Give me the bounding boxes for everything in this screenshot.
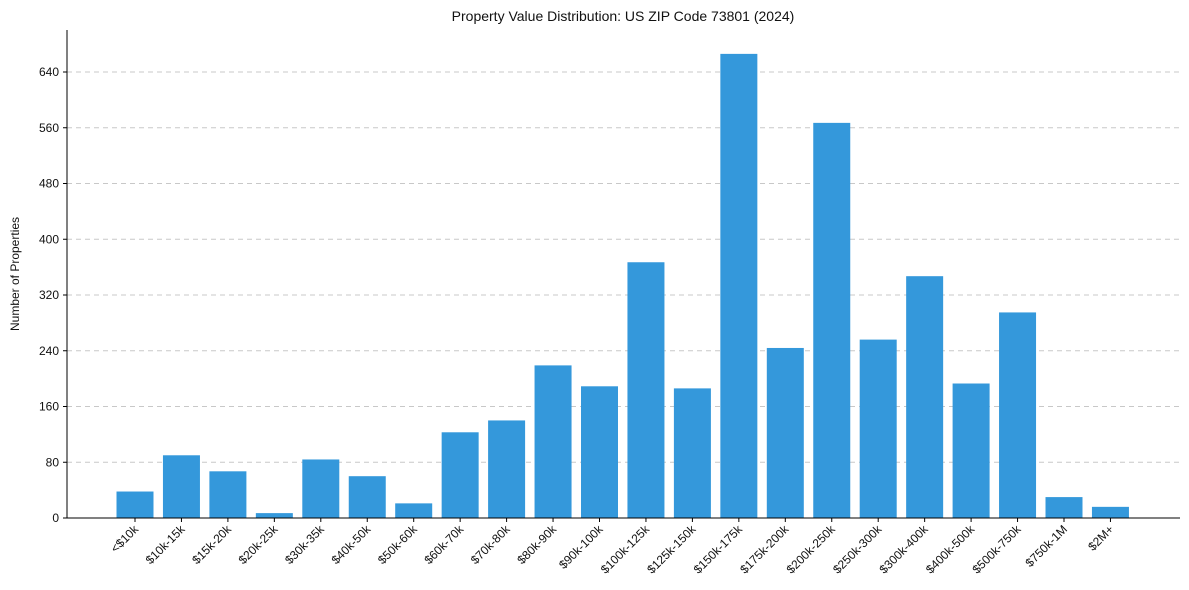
- x-tick-label: $60k-70k: [421, 522, 467, 568]
- x-tick-label: $50k-60k: [375, 522, 421, 568]
- x-ticks: <$10k $10k-15k $15k-20k $20k-25k $30k-35k $40…: [108, 518, 1117, 576]
- x-tick-label: $150k-175k: [691, 522, 746, 577]
- bar: [673, 388, 711, 518]
- x-tick-label: $20k-25k: [236, 522, 282, 568]
- x-tick-label: $125k-150k: [644, 522, 699, 577]
- y-axis-label: Number of Properties: [8, 217, 22, 331]
- x-tick-label: $40k-50k: [329, 522, 375, 568]
- x-tick-label: $10k-15k: [143, 522, 189, 568]
- bar: [348, 476, 386, 518]
- y-tick-label: 0: [52, 511, 59, 525]
- x-tick-label: $30k-35k: [282, 522, 328, 568]
- y-tick-label: 320: [39, 288, 59, 302]
- y-ticks: 0 80 160 240 320 400 480 560 640: [39, 65, 67, 525]
- y-tick-label: 560: [39, 121, 59, 135]
- x-tick-label: $250k-300k: [830, 522, 885, 577]
- x-tick-label: $500k-750k: [969, 522, 1024, 577]
- bar: [813, 122, 851, 518]
- bar: [255, 513, 293, 518]
- y-tick-label: 640: [39, 65, 59, 79]
- bar: [581, 386, 618, 518]
- bar: [395, 503, 433, 518]
- axes: [66, 30, 1180, 519]
- x-tick-label: $300k-400k: [877, 522, 932, 577]
- bar: [488, 420, 526, 518]
- bar: [1091, 506, 1129, 518]
- y-tick-label: 400: [39, 232, 59, 246]
- bar: [441, 432, 479, 518]
- chart-title: Property Value Distribution: US ZIP Code…: [452, 8, 795, 24]
- x-tick-label: $175k-200k: [737, 522, 792, 577]
- bar: [999, 312, 1037, 518]
- bar: [1045, 497, 1083, 518]
- y-tick-label: 80: [46, 455, 60, 469]
- x-tick-label: $70k-80k: [468, 522, 514, 568]
- bar: [627, 262, 665, 518]
- bar: [952, 383, 990, 518]
- bar: [209, 471, 247, 518]
- bar: [766, 347, 804, 518]
- bar: [720, 53, 758, 518]
- x-tick-label: $15k-20k: [189, 522, 235, 568]
- x-tick-label: $2M+: [1085, 522, 1116, 553]
- y-tick-label: 240: [39, 344, 59, 358]
- bars: [116, 53, 1129, 518]
- bar: [859, 339, 897, 518]
- y-tick-label: 480: [39, 177, 59, 191]
- x-tick-label: $100k-125k: [598, 522, 653, 577]
- bar: [906, 276, 944, 518]
- x-tick-label: <$10k: [108, 522, 142, 556]
- x-tick-label: $200k-250k: [784, 522, 839, 577]
- bar: [534, 365, 572, 518]
- x-tick-label: $400k-500k: [923, 522, 978, 577]
- y-tick-label: 160: [39, 400, 59, 414]
- bar: [302, 459, 340, 518]
- gridlines: [67, 71, 1180, 463]
- bar: [162, 455, 200, 518]
- bar: [116, 491, 154, 518]
- x-tick-label: $750k-1M: [1022, 522, 1070, 570]
- x-tick-label: $80k-90k: [514, 522, 560, 568]
